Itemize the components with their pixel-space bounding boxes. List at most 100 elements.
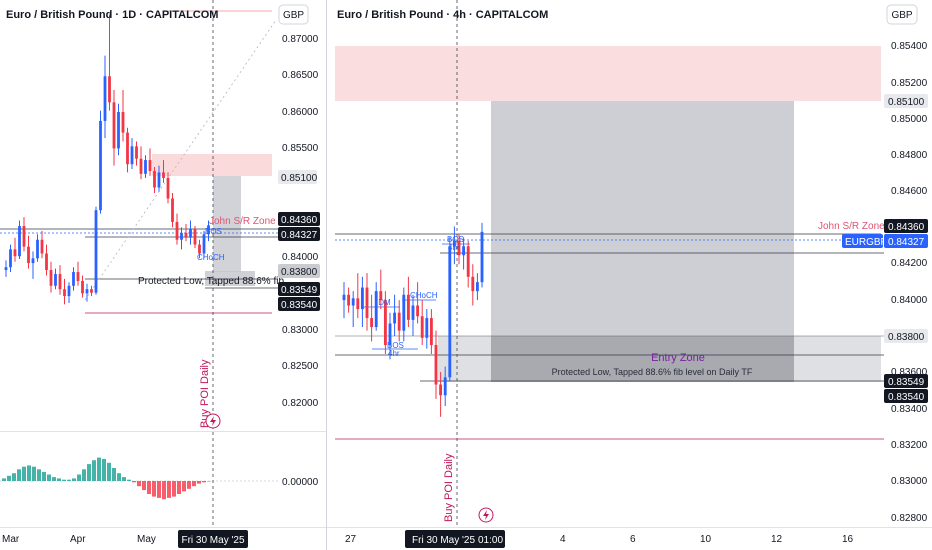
y-tick: 0.83000 xyxy=(891,476,928,487)
osc-bar xyxy=(127,479,131,481)
osc-bar xyxy=(7,475,11,481)
candle xyxy=(370,294,374,342)
annotation-buy-poi: Buy POI Daily xyxy=(443,453,455,522)
y-axis-4h[interactable]: 0.85400 0.85200 0.85000 0.84800 0.84600 … xyxy=(891,41,928,524)
candle xyxy=(180,227,183,250)
candle xyxy=(135,141,138,166)
candle xyxy=(480,222,484,288)
osc-bar xyxy=(132,481,136,483)
candle xyxy=(148,148,152,176)
svg-text:0.83549: 0.83549 xyxy=(281,285,318,296)
svg-text:GBP: GBP xyxy=(283,10,304,21)
candle xyxy=(99,110,102,214)
candle xyxy=(72,267,75,291)
candle xyxy=(121,90,125,142)
annotation-idm: IDM xyxy=(376,298,391,307)
currency-button[interactable]: GBP xyxy=(886,4,918,25)
osc-bar xyxy=(147,481,151,494)
candle xyxy=(103,55,107,139)
y-axis-daily[interactable]: 0.87000 0.86500 0.86000 0.85500 0.84000 … xyxy=(282,34,319,488)
y-tick: 0.84000 xyxy=(891,295,928,306)
osc-bar xyxy=(167,481,171,498)
candle xyxy=(157,165,161,192)
candle xyxy=(171,193,174,228)
svg-text:0.83549: 0.83549 xyxy=(888,377,925,388)
x-tick: 16 xyxy=(842,534,854,545)
candle xyxy=(58,265,62,295)
annotation-protected-low: Protected Low, Tapped 88.6% fib xyxy=(138,276,284,287)
osc-bar xyxy=(207,481,211,482)
replay-icon[interactable] xyxy=(478,507,494,523)
osc-bar xyxy=(42,471,46,481)
osc-bar xyxy=(192,481,196,487)
candle xyxy=(162,160,165,183)
svg-text:01:00: 01:00 xyxy=(478,535,503,546)
candle xyxy=(374,282,378,331)
candle xyxy=(471,264,475,306)
x-tick: Apr xyxy=(70,534,86,545)
candle xyxy=(9,244,12,273)
osc-bar xyxy=(47,474,51,481)
candle xyxy=(193,226,197,248)
candle xyxy=(45,244,48,276)
price-label: 0.85100 xyxy=(278,170,318,184)
svg-text:0.83800: 0.83800 xyxy=(888,332,925,343)
currency-button[interactable]: GBP xyxy=(278,4,309,25)
y-tick: 0.86500 xyxy=(282,70,319,81)
candle xyxy=(342,282,346,319)
candle xyxy=(452,226,456,265)
osc-bar xyxy=(27,465,31,481)
svg-text:0.83800: 0.83800 xyxy=(281,267,318,278)
x-axis-4h[interactable]: 27 4 6 10 12 16 xyxy=(345,534,854,545)
y-tick: 0.85000 xyxy=(891,114,928,125)
x-tick: 4 xyxy=(560,534,566,545)
candle xyxy=(31,251,35,279)
svg-text:0.83540: 0.83540 xyxy=(888,392,925,403)
annotation-bos: BOS xyxy=(387,341,404,350)
sr-zone-daily xyxy=(152,154,272,176)
annotation-protected-low: Protected Low, Tapped 88.6% fib level on… xyxy=(552,367,753,377)
candle xyxy=(416,282,420,324)
candle xyxy=(22,217,26,252)
y-tick: 0.85200 xyxy=(891,78,928,89)
annotation-choch: CHoCH xyxy=(410,291,438,300)
y-tick: 0.82800 xyxy=(891,513,928,524)
y-tick: 0.84800 xyxy=(891,150,928,161)
price-label: 0.84360 xyxy=(278,212,320,226)
candle xyxy=(383,291,387,354)
replay-icon[interactable] xyxy=(205,413,221,429)
candle xyxy=(139,146,143,180)
candle xyxy=(393,294,397,337)
cursor-date-label: Fri 30 May '25 01:00 xyxy=(405,530,505,548)
svg-text:Fri 30 May '25: Fri 30 May '25 xyxy=(181,535,244,546)
candle xyxy=(475,273,479,301)
candle xyxy=(202,230,206,259)
x-axis-daily[interactable]: Mar Apr May xyxy=(2,534,156,545)
svg-text:0.85100: 0.85100 xyxy=(281,173,318,184)
svg-text:Fri 30 May '25: Fri 30 May '25 xyxy=(412,535,475,546)
candle xyxy=(425,309,429,349)
y-tick: 0.84600 xyxy=(891,186,928,197)
candle xyxy=(397,300,401,342)
sr-zone-4h xyxy=(335,46,881,101)
osc-bar xyxy=(107,462,111,481)
candle xyxy=(13,237,17,262)
price-label: 0.83549 xyxy=(884,374,928,388)
annotation-sr-zone: John S/R Zone xyxy=(209,216,276,227)
candle xyxy=(4,260,8,277)
candle xyxy=(27,235,30,269)
candle xyxy=(175,213,179,245)
osc-bar xyxy=(62,479,66,481)
y-tick: 0.83400 xyxy=(891,404,928,415)
annotation-sr-zone: John S/R Zone xyxy=(818,221,885,232)
candle xyxy=(189,220,192,245)
x-tick: May xyxy=(137,534,156,545)
osc-bar xyxy=(22,466,26,481)
osc-bar xyxy=(32,466,36,481)
price-label: 0.83800 xyxy=(884,329,928,343)
symbol-tag: EURGBP xyxy=(842,234,888,248)
candle xyxy=(40,230,44,259)
candle xyxy=(117,103,120,156)
candle xyxy=(347,287,351,313)
